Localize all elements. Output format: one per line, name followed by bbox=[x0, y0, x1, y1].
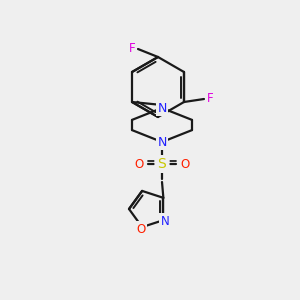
Text: O: O bbox=[180, 158, 190, 170]
Text: S: S bbox=[158, 157, 166, 171]
Text: O: O bbox=[134, 158, 144, 170]
Text: N: N bbox=[161, 215, 170, 228]
Text: F: F bbox=[207, 92, 213, 106]
Text: N: N bbox=[157, 101, 167, 115]
Text: O: O bbox=[136, 223, 146, 236]
Text: N: N bbox=[157, 136, 167, 148]
FancyBboxPatch shape bbox=[154, 157, 169, 172]
Text: F: F bbox=[129, 41, 135, 55]
